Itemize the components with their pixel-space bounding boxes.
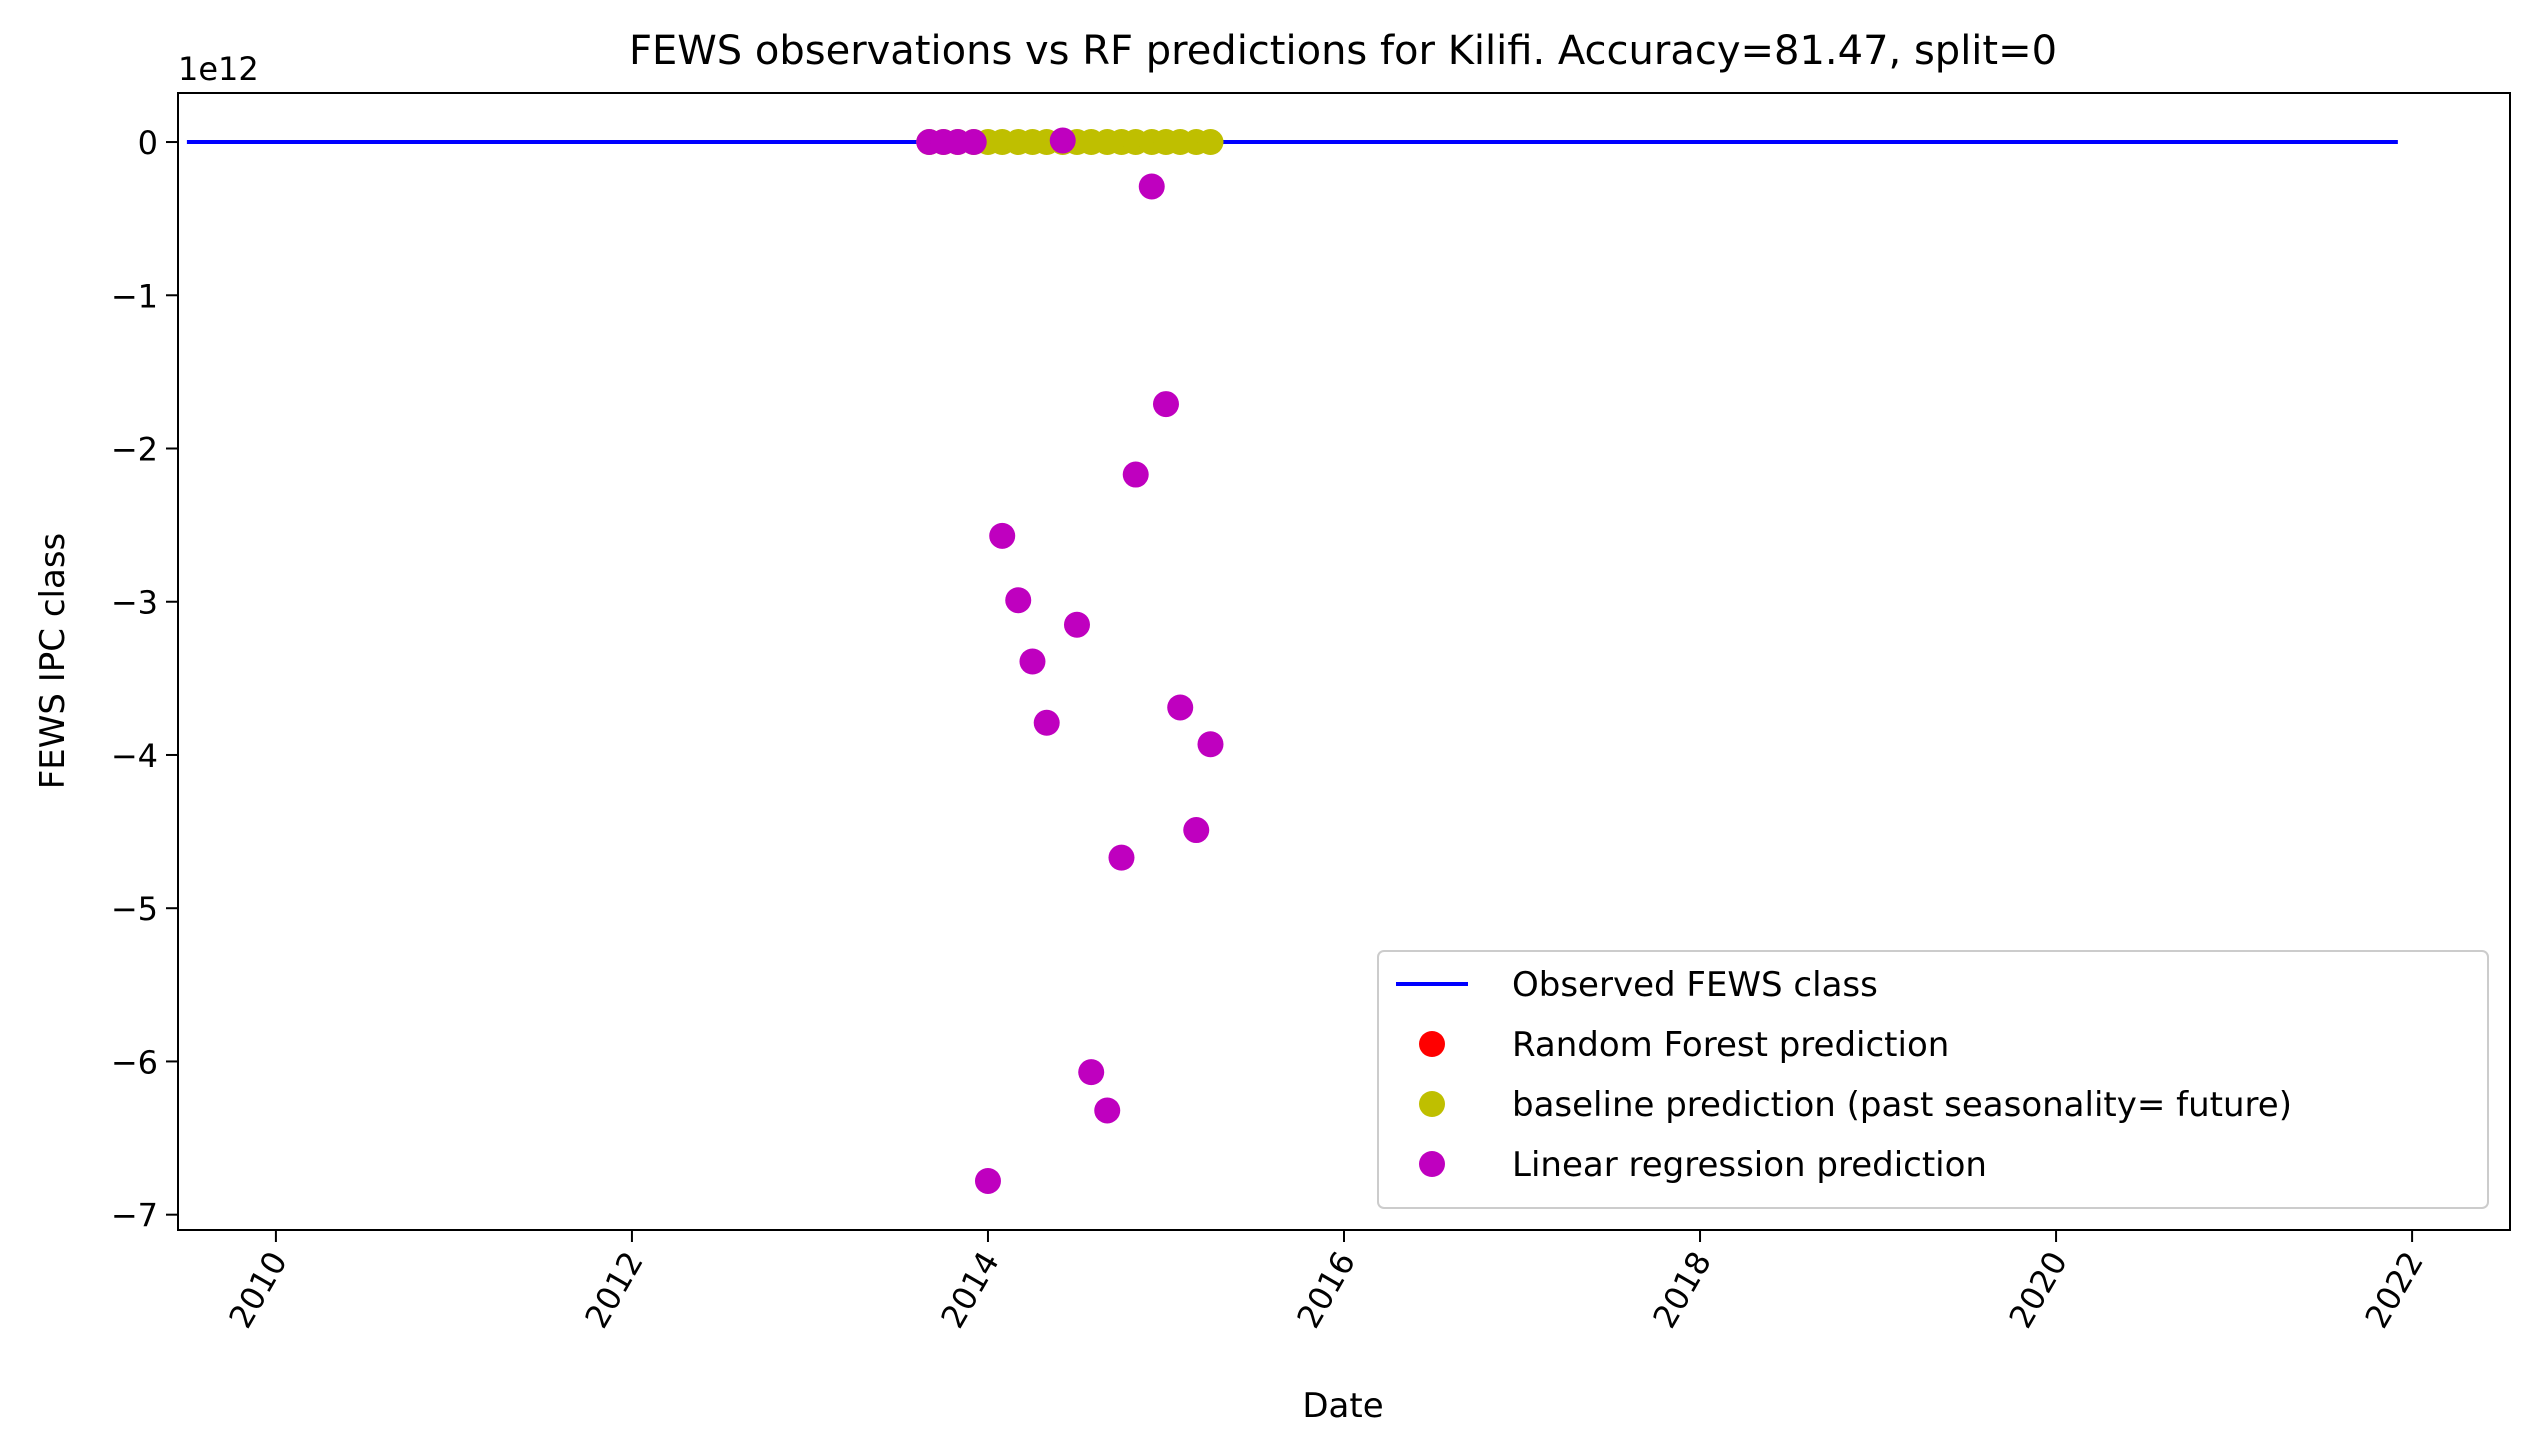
data-point <box>1122 461 1149 488</box>
legend-marker-swatch <box>1419 1091 1445 1117</box>
chart-title: FEWS observations vs RF predictions for … <box>629 28 2057 74</box>
data-point <box>1183 817 1210 844</box>
y-tick-label: −1 <box>111 277 158 315</box>
legend-label: baseline prediction (past seasonality= f… <box>1512 1085 2292 1125</box>
legend-marker-swatch <box>1419 1151 1445 1177</box>
y-tick-label: −7 <box>111 1197 158 1235</box>
y-tick-label: −4 <box>111 737 158 775</box>
data-point <box>1094 1097 1121 1124</box>
data-point <box>989 522 1016 549</box>
legend <box>1377 950 2489 1209</box>
data-point <box>1078 1059 1105 1086</box>
data-point <box>1197 731 1224 758</box>
data-point <box>974 1167 1001 1194</box>
plot-area <box>177 92 2511 1231</box>
data-point <box>1197 129 1224 156</box>
data-point <box>1063 611 1090 638</box>
data-point <box>1108 844 1135 871</box>
data-point <box>1152 391 1179 418</box>
y-axis-label: FEWS IPC class <box>33 533 73 790</box>
data-point <box>1167 694 1194 721</box>
y-tick-label: 0 <box>138 124 158 162</box>
legend-label: Observed FEWS class <box>1512 965 1878 1005</box>
data-point <box>1005 587 1032 614</box>
data-point <box>1049 127 1076 154</box>
y-axis-multiplier: 1e12 <box>178 50 259 88</box>
y-tick-label: −3 <box>111 584 158 622</box>
y-tick-label: −5 <box>111 890 158 928</box>
legend-marker-swatch <box>1419 1031 1445 1057</box>
data-point <box>960 129 987 156</box>
x-axis-label: Date <box>1302 1386 1383 1426</box>
data-point <box>1019 648 1046 675</box>
data-point <box>1138 173 1165 200</box>
legend-label: Linear regression prediction <box>1512 1145 1987 1185</box>
data-point <box>1033 709 1060 736</box>
y-tick-label: −2 <box>111 431 158 469</box>
y-tick-label: −6 <box>111 1043 158 1081</box>
legend-label: Random Forest prediction <box>1512 1025 1949 1065</box>
